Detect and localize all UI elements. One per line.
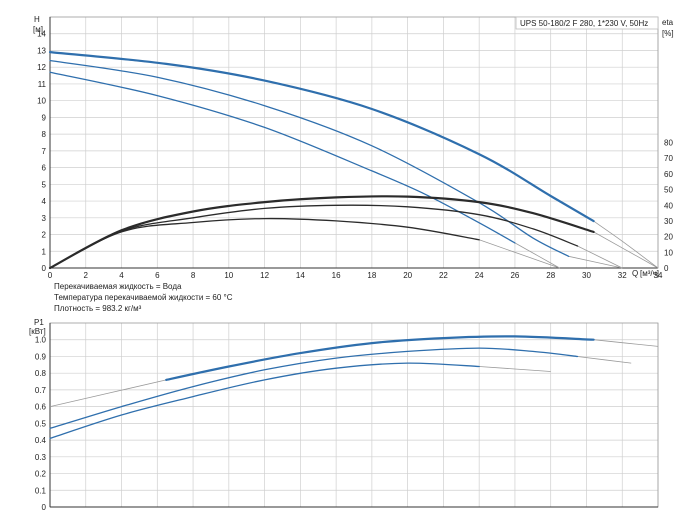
x-tick-label: 20 — [403, 271, 412, 280]
p1-tick-label: 1.0 — [35, 336, 47, 345]
power-curve-2-continuation — [577, 356, 632, 364]
head-curve-2-continuation — [568, 255, 623, 269]
bottom-tick-labels: 0 0.1 0.2 0.3 0.4 0.5 0.6 0.7 0.8 0.9 1.0 — [35, 336, 47, 512]
x-tick-label: 14 — [296, 271, 305, 280]
x-tick-label: 8 — [191, 271, 196, 280]
bottom-curves — [49, 335, 659, 440]
x-tick-label: 6 — [155, 271, 160, 280]
eta-curve-3-continuation — [479, 239, 560, 269]
x-tick-label: 2 — [84, 271, 89, 280]
p1-tick-label: 0.4 — [35, 436, 47, 445]
p1-tick-label: 0.9 — [35, 352, 47, 361]
top-axes — [49, 16, 659, 269]
x-tick-label: 22 — [439, 271, 448, 280]
h-tick-label: 3 — [42, 214, 47, 223]
eta-tick-label: 30 — [664, 217, 673, 226]
bottom-axes — [49, 322, 659, 508]
legend-box-frame — [515, 16, 659, 30]
x-tick-label: 26 — [510, 271, 519, 280]
x-tick-label: 18 — [367, 271, 376, 280]
eta-tick-label: 80 — [664, 139, 673, 148]
top-tick-labels: 0 2 4 6 8 10 12 14 16 18 20 22 24 26 28 30 32 34012345678… — [37, 30, 673, 280]
eta-tick-label: 10 — [664, 248, 673, 257]
x-tick-label: 24 — [475, 271, 484, 280]
eta-tick-label: 0 — [664, 264, 669, 273]
h-tick-label: 5 — [42, 180, 47, 189]
p1-tick-label: 0.3 — [35, 453, 47, 462]
y-axis-unit-eta: [%] — [662, 29, 674, 38]
x-tick-label: 30 — [582, 271, 591, 280]
note-density: Плотность = 983.2 кг/м³ — [54, 304, 142, 313]
legend-box-text: UPS 50-180/2 F 280, 1*230 V, 50Hz — [520, 19, 648, 28]
x-tick-label: 10 — [224, 271, 233, 280]
eta-tick-label: 20 — [664, 233, 673, 242]
h-tick-label: 14 — [37, 30, 46, 39]
h-tick-label: 7 — [42, 147, 47, 156]
p1-tick-label: 0.6 — [35, 403, 47, 412]
x-tick-label: 4 — [119, 271, 124, 280]
head-curve-1 — [48, 51, 595, 223]
x-tick-label: 12 — [260, 271, 269, 280]
bottom-grid — [49, 323, 659, 508]
p1-tick-label: 0.5 — [35, 419, 47, 428]
h-tick-label: 0 — [42, 264, 47, 273]
p1-tick-label: 0.7 — [35, 386, 47, 395]
bottom-plot-frame — [49, 322, 659, 508]
h-tick-label: 12 — [37, 63, 46, 72]
x-tick-label: 32 — [618, 271, 627, 280]
eta-tick-label: 60 — [664, 170, 673, 179]
h-tick-label: 11 — [38, 80, 47, 89]
eta-tick-label: 50 — [664, 186, 673, 195]
head-curve-2 — [49, 59, 570, 257]
eta-tick-label: 70 — [664, 154, 673, 163]
p1-tick-label: 0.1 — [35, 486, 47, 495]
h-tick-label: 9 — [42, 113, 47, 122]
y-axis-unit-p1: [кВт] — [29, 327, 46, 336]
y-axis-label-eta: eta — [662, 18, 674, 27]
y-axis-unit-h: [м] — [33, 25, 43, 34]
power-curve-1-continuation — [593, 339, 659, 347]
h-tick-label: 4 — [42, 197, 47, 206]
h-tick-label: 2 — [42, 231, 47, 240]
p1-tick-label: 0.2 — [35, 470, 47, 479]
x-axis-label-q: Q — [632, 269, 638, 278]
x-tick-label: 0 — [48, 271, 53, 280]
eta-curve-3 — [49, 217, 480, 269]
h-tick-label: 6 — [42, 164, 47, 173]
h-tick-label: 8 — [42, 130, 47, 139]
power-curve-3-continuation — [479, 366, 551, 372]
x-tick-label: 16 — [332, 271, 341, 280]
power-curve-1-start-thin — [49, 379, 167, 407]
top-curves — [48, 51, 659, 270]
eta-curve-2-continuation — [577, 245, 623, 269]
x-axis-unit-q: [м³/ч] — [640, 269, 659, 278]
p1-tick-label: 0.8 — [35, 369, 47, 378]
p1-tick-label: 0 — [42, 503, 47, 512]
head-curve-3 — [49, 71, 516, 244]
y-axis-label-h: H — [34, 15, 40, 24]
power-curve-3 — [49, 362, 480, 440]
h-tick-label: 13 — [37, 46, 46, 55]
x-tick-label: 28 — [546, 271, 555, 280]
h-tick-label: 10 — [37, 97, 46, 106]
eta-tick-label: 40 — [664, 201, 673, 210]
head-curve-3-continuation — [514, 242, 560, 269]
x-tick-label: 34 — [654, 271, 663, 280]
y-axis-label-p1: P1 — [34, 318, 44, 327]
top-plot-frame — [49, 16, 659, 269]
note-temperature: Температура перекачиваемой жидкости = 60… — [54, 293, 233, 302]
power-curve-1 — [165, 335, 595, 381]
power-curve-2 — [49, 347, 579, 430]
head-curve-1-continuation — [593, 220, 659, 269]
h-tick-label: 1 — [42, 247, 47, 256]
eta-curve-1-continuation — [593, 231, 659, 269]
eta-curve-2 — [49, 204, 579, 269]
top-grid — [49, 17, 659, 269]
eta-curve-1 — [48, 195, 595, 270]
note-fluid: Перекачиваемая жидкость = Вода — [54, 282, 182, 291]
